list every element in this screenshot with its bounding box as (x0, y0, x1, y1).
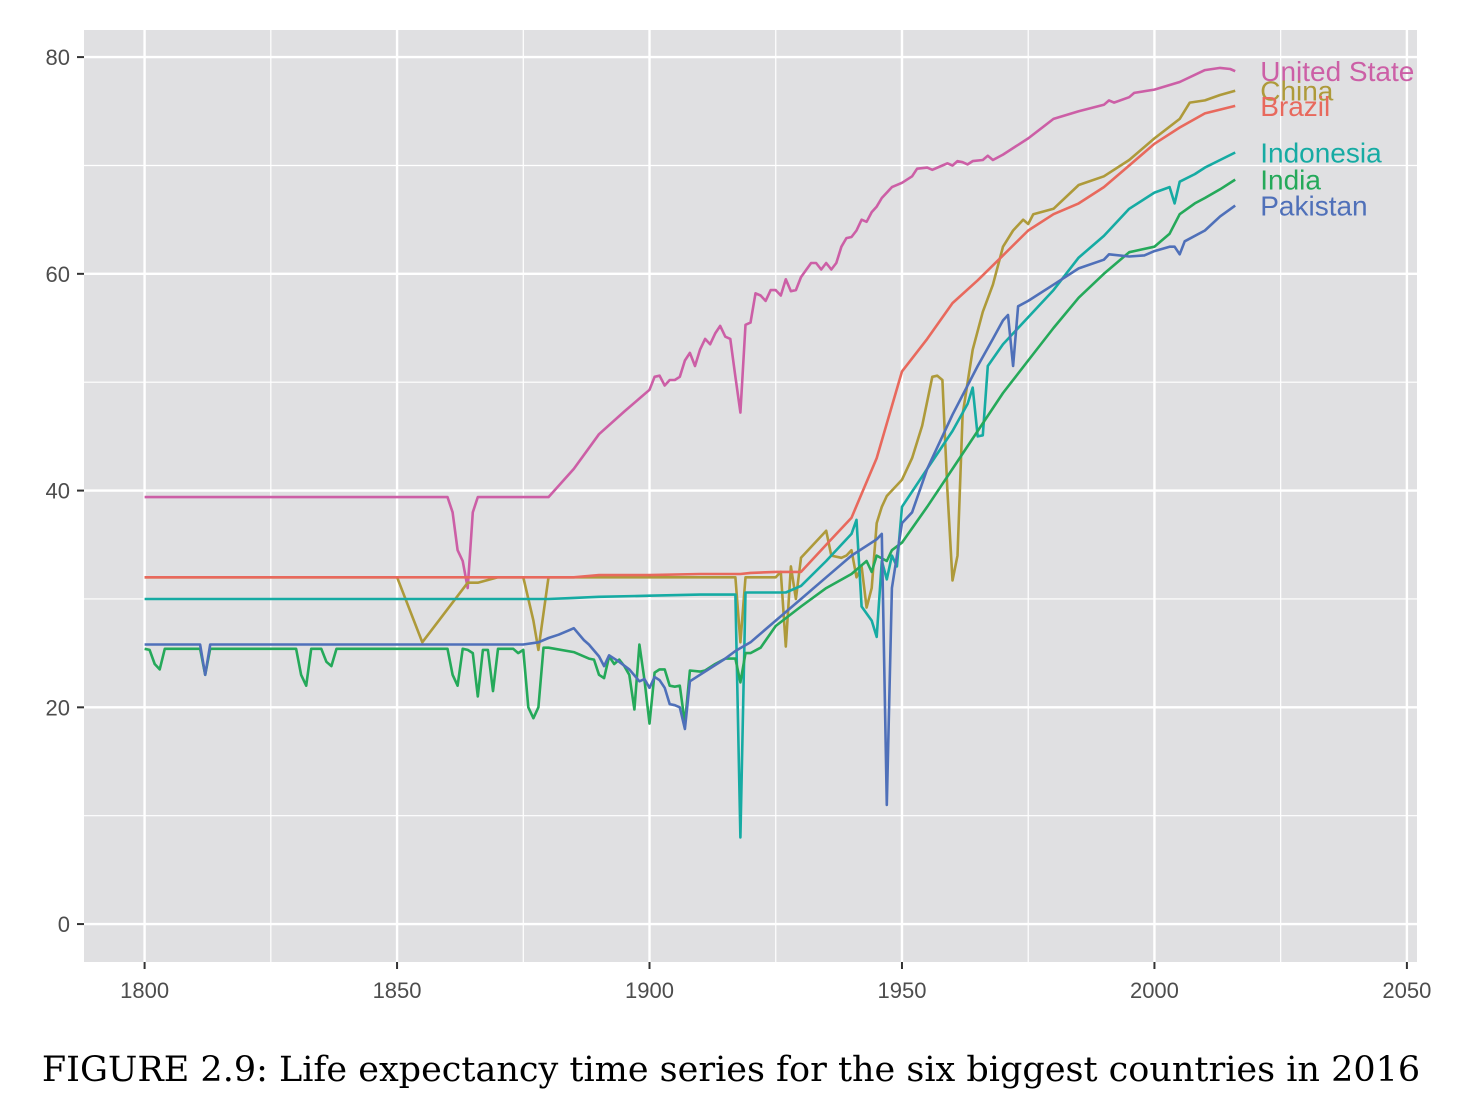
series-line-india (144, 178, 1236, 725)
series-line-indonesia (144, 151, 1236, 839)
y-tick-label: 20 (46, 695, 70, 720)
series-lines (144, 66, 1236, 839)
series-label-indonesia: Indonesia (1260, 137, 1382, 168)
series-label-united-states: United State (1260, 56, 1414, 87)
series-label-china: China (1260, 76, 1334, 107)
x-tick-label: 1800 (120, 978, 169, 1003)
y-tick-label: 40 (46, 479, 70, 504)
x-tick-label: 1900 (625, 978, 674, 1003)
y-tick-label: 0 (58, 912, 70, 937)
series-label-brazil: Brazil (1260, 91, 1330, 122)
series-line-china (144, 89, 1236, 652)
y-tick-label: 80 (46, 45, 70, 70)
series-line-brazil (144, 104, 1236, 579)
series-line-united-states (144, 66, 1236, 590)
x-axis-tick-labels: 1800 1850 1900 1950 2000 2050 (120, 978, 1431, 1003)
axis-ticks (77, 56, 1408, 969)
series-label-pakistan: Pakistan (1260, 191, 1367, 222)
x-tick-label: 1850 (373, 978, 422, 1003)
series-label-india: India (1260, 165, 1321, 196)
y-tick-label: 60 (46, 262, 70, 287)
figure-caption: FIGURE 2.9: Life expectancy time series … (41, 1050, 1421, 1090)
series-line-pakistan (144, 204, 1236, 807)
x-tick-label: 2000 (1130, 978, 1179, 1003)
x-tick-label: 1950 (878, 978, 927, 1003)
x-tick-label: 2050 (1382, 978, 1431, 1003)
y-axis-tick-labels: 0 20 40 60 80 (46, 45, 70, 937)
